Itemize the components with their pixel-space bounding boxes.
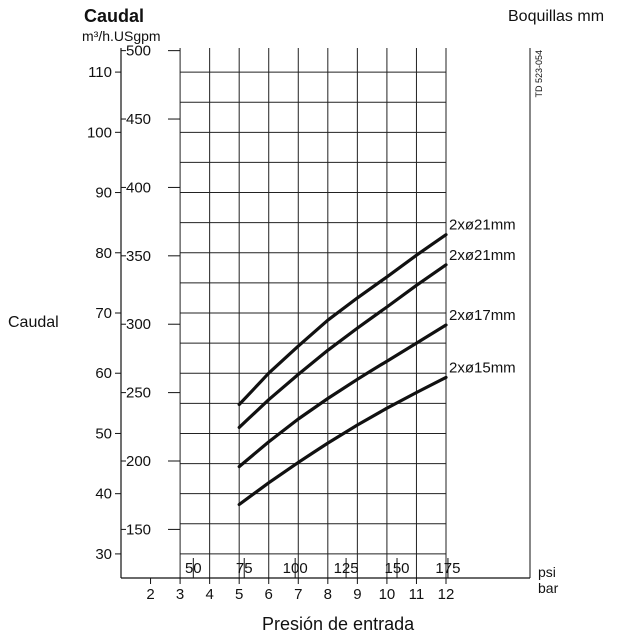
x-tick-label-psi: 175 (435, 560, 460, 577)
y-tick-label-usgpm: 200 (126, 453, 151, 470)
y-tick-label-m3h: 30 (95, 546, 112, 563)
x-tick-label-bar: 2 (146, 586, 154, 603)
y-tick-label-usgpm: 250 (126, 385, 151, 402)
x-tick-label-bar: 12 (438, 586, 455, 603)
y-tick-label-usgpm: 350 (126, 248, 151, 265)
x-tick-label-bar: 7 (294, 586, 302, 603)
series-label: 2xø21mm (449, 217, 516, 234)
y-tick-label-m3h: 90 (95, 185, 112, 202)
x-tick-label-psi: 125 (334, 560, 359, 577)
x-tick-label-bar: 11 (409, 586, 425, 603)
x-tick-label-bar: 4 (205, 586, 213, 603)
x-tick-label-psi: 100 (283, 560, 308, 577)
x-tick-label-bar: 10 (379, 586, 396, 603)
x-tick-label-psi: 75 (236, 560, 253, 577)
y-tick-label-m3h: 50 (95, 425, 112, 442)
x-tick-label-bar: 8 (324, 586, 332, 603)
y-tick-label-m3h: 80 (95, 245, 112, 262)
x-tick-label-bar: 3 (176, 586, 184, 603)
x-tick-label-bar: 9 (353, 586, 361, 603)
series-label: 2xø17mm (449, 307, 516, 324)
y-tick-label-m3h: 100 (87, 124, 112, 141)
x-tick-label-psi: 50 (185, 560, 202, 577)
y-tick-label-usgpm: 500 (126, 43, 151, 60)
y-tick-label-m3h: 70 (95, 305, 112, 322)
y-tick-label-m3h: 40 (95, 486, 112, 503)
series-label: 2xø15mm (449, 359, 516, 376)
y-tick-label-usgpm: 450 (126, 111, 151, 128)
x-tick-label-bar: 6 (265, 586, 273, 603)
series-line (239, 235, 446, 405)
y-tick-label-m3h: 60 (95, 365, 112, 382)
y-tick-label-usgpm: 400 (126, 179, 151, 196)
x-tick-label-bar: 5 (235, 586, 243, 603)
y-tick-label-usgpm: 300 (126, 316, 151, 333)
series-label: 2xø21mm (449, 247, 516, 264)
series-line (239, 325, 446, 467)
y-tick-label-m3h: 110 (88, 64, 112, 81)
x-tick-label-psi: 150 (385, 560, 410, 577)
y-tick-label-usgpm: 150 (126, 521, 151, 538)
